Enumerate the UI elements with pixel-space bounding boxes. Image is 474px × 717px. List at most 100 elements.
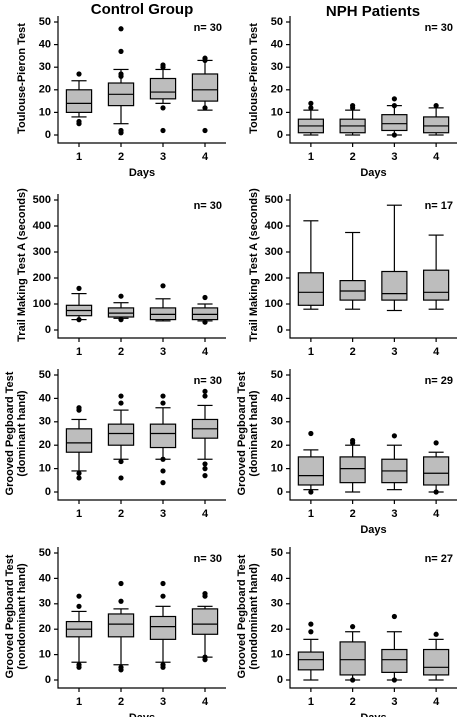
axis-frame bbox=[57, 16, 226, 144]
outlier bbox=[76, 121, 82, 127]
y-tick-label: 10 bbox=[39, 649, 51, 661]
outlier bbox=[76, 317, 82, 323]
x-tick-label: 3 bbox=[160, 508, 166, 520]
box bbox=[149, 307, 177, 321]
x-tick-label: 3 bbox=[391, 508, 397, 520]
outlier bbox=[391, 677, 397, 683]
outlier bbox=[202, 393, 208, 399]
y-tick-label: 400 bbox=[265, 220, 283, 232]
box bbox=[191, 608, 219, 635]
outlier bbox=[202, 57, 208, 64]
box bbox=[149, 615, 177, 640]
x-tick-label: 2 bbox=[118, 151, 124, 163]
y-tick-label: 20 bbox=[271, 623, 283, 635]
y-tick-label: 100 bbox=[265, 298, 283, 310]
outlier bbox=[160, 393, 166, 399]
x-tick-label: 1 bbox=[76, 508, 82, 520]
box bbox=[107, 423, 135, 446]
outlier bbox=[118, 393, 124, 399]
y-axis-label: Toulouse-Pieron Test bbox=[16, 23, 28, 134]
outlier bbox=[118, 598, 124, 604]
column-header: NPH Patients bbox=[326, 3, 420, 20]
outlier bbox=[202, 127, 208, 134]
outlier bbox=[308, 621, 314, 627]
box bbox=[423, 116, 450, 134]
box bbox=[191, 73, 219, 102]
outlier bbox=[202, 466, 208, 472]
box bbox=[65, 89, 93, 114]
y-axis-label: (nondominant hand) bbox=[16, 563, 28, 670]
box bbox=[297, 651, 325, 671]
y-tick-label: 30 bbox=[39, 416, 51, 428]
y-tick-label: 30 bbox=[39, 61, 51, 73]
outlier bbox=[76, 603, 82, 609]
y-tick-label: 20 bbox=[39, 439, 51, 451]
outlier bbox=[202, 657, 208, 663]
annotation: n= 30 bbox=[194, 200, 222, 212]
y-tick-label: 0 bbox=[277, 324, 283, 336]
outlier bbox=[160, 64, 166, 70]
y-tick-label: 30 bbox=[271, 61, 283, 73]
box bbox=[107, 307, 135, 318]
y-tick-label: 20 bbox=[39, 623, 51, 635]
outlier bbox=[118, 73, 124, 79]
axis-frame bbox=[57, 547, 226, 689]
y-tick-label: 400 bbox=[33, 220, 51, 232]
box bbox=[191, 307, 219, 321]
outlier bbox=[160, 105, 166, 111]
y-tick-label: 0 bbox=[277, 486, 283, 498]
y-tick-label: 10 bbox=[271, 106, 283, 118]
x-axis-label: Days bbox=[360, 712, 386, 717]
box bbox=[65, 428, 93, 453]
x-tick-label: 2 bbox=[350, 346, 356, 358]
outlier bbox=[433, 440, 439, 446]
y-tick-label: 20 bbox=[271, 439, 283, 451]
outlier bbox=[350, 677, 356, 683]
x-axis-label: Days bbox=[360, 167, 386, 179]
outlier bbox=[76, 664, 82, 670]
y-tick-label: 50 bbox=[271, 369, 283, 381]
y-tick-label: 500 bbox=[265, 194, 283, 206]
outlier bbox=[118, 26, 124, 32]
x-axis-label: Days bbox=[129, 167, 155, 179]
outlier bbox=[76, 285, 82, 291]
y-tick-label: 10 bbox=[39, 463, 51, 475]
y-tick-label: 0 bbox=[277, 129, 283, 141]
box bbox=[297, 272, 325, 306]
box bbox=[339, 280, 366, 301]
outlier bbox=[202, 319, 208, 325]
outlier bbox=[160, 664, 166, 670]
y-tick-label: 50 bbox=[271, 16, 283, 28]
outlier bbox=[160, 400, 166, 406]
y-tick-label: 0 bbox=[45, 129, 51, 141]
outlier bbox=[118, 458, 124, 465]
y-tick-label: 100 bbox=[33, 298, 51, 310]
x-tick-label: 1 bbox=[76, 696, 82, 708]
outlier bbox=[118, 48, 124, 54]
axis-frame bbox=[57, 194, 226, 339]
box bbox=[107, 613, 135, 638]
box bbox=[381, 114, 408, 132]
x-tick-label: 1 bbox=[308, 346, 314, 358]
outlier bbox=[118, 667, 124, 673]
y-tick-label: 10 bbox=[39, 106, 51, 118]
outlier bbox=[202, 388, 208, 394]
annotation: n= 27 bbox=[425, 553, 453, 565]
y-tick-label: 40 bbox=[271, 392, 283, 404]
y-axis-label: Grooved Pegboard Test bbox=[4, 371, 16, 495]
annotation: n= 30 bbox=[194, 553, 222, 565]
outlier bbox=[433, 631, 439, 637]
x-axis-label: Days bbox=[129, 712, 155, 717]
x-tick-label: 2 bbox=[350, 508, 356, 520]
y-tick-label: 40 bbox=[39, 572, 51, 584]
y-tick-label: 40 bbox=[271, 39, 283, 51]
y-tick-label: 30 bbox=[271, 416, 283, 428]
box bbox=[381, 648, 408, 673]
y-tick-label: 300 bbox=[33, 246, 51, 258]
outlier bbox=[308, 100, 314, 106]
column-header: Control Group bbox=[91, 1, 193, 18]
x-tick-label: 1 bbox=[76, 151, 82, 163]
y-tick-label: 30 bbox=[271, 598, 283, 610]
outlier bbox=[160, 468, 166, 474]
outlier bbox=[202, 473, 208, 479]
